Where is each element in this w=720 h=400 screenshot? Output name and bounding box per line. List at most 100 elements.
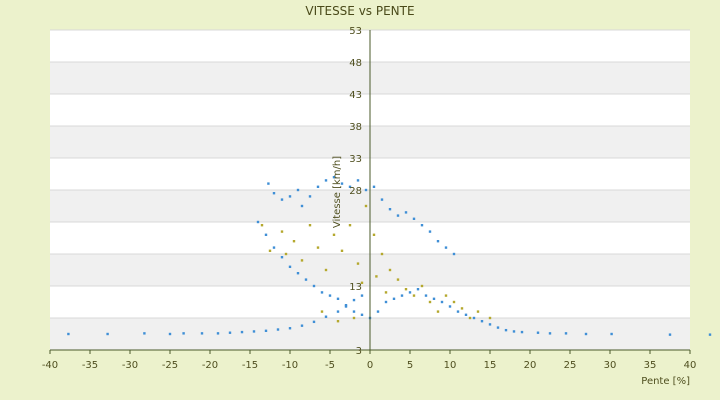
data-point <box>360 281 364 284</box>
x-tick-label: 30 <box>604 360 617 371</box>
data-points <box>67 176 712 336</box>
x-tick-label: 10 <box>444 360 457 371</box>
data-point <box>448 305 452 308</box>
data-point <box>392 297 396 300</box>
data-point <box>472 316 476 320</box>
data-point <box>284 252 288 256</box>
data-point <box>308 195 312 198</box>
y-tick-label: 53 <box>349 26 362 37</box>
data-point <box>520 330 524 334</box>
x-tick-label: 0 <box>367 360 373 371</box>
data-point <box>456 310 460 313</box>
data-point <box>536 331 540 334</box>
data-point <box>444 246 448 249</box>
data-point <box>288 265 292 268</box>
data-point <box>460 307 464 310</box>
data-point <box>428 230 432 233</box>
data-point <box>280 256 284 259</box>
data-point <box>332 233 336 236</box>
data-point <box>708 333 712 336</box>
data-point <box>168 332 172 336</box>
y-tick-label: 13 <box>349 282 362 293</box>
data-point <box>356 179 360 182</box>
data-point <box>352 310 356 313</box>
data-point <box>200 332 204 335</box>
x-tick-label: 40 <box>684 360 697 371</box>
x-tick-label: -10 <box>282 360 298 371</box>
data-point <box>388 208 392 211</box>
data-point <box>344 305 348 308</box>
data-point <box>336 320 340 323</box>
data-point <box>292 240 296 243</box>
data-point <box>320 310 324 313</box>
x-tick-label: -15 <box>242 360 258 371</box>
data-point <box>228 331 232 334</box>
data-point <box>404 211 408 214</box>
data-point <box>324 268 328 272</box>
data-point <box>252 330 256 333</box>
data-point <box>424 294 428 297</box>
y-tick-label: 33 <box>349 154 362 165</box>
data-point <box>432 297 436 300</box>
chart-title: VITESSE vs PENTE <box>305 4 414 18</box>
data-point <box>352 298 356 302</box>
data-point <box>496 326 500 329</box>
data-point <box>348 185 352 188</box>
data-point <box>420 284 424 288</box>
data-point <box>440 300 444 304</box>
data-point <box>296 188 300 192</box>
data-point <box>296 272 300 275</box>
x-tick-label: 25 <box>564 360 577 371</box>
data-point <box>396 278 400 281</box>
data-point <box>668 333 672 336</box>
data-point <box>452 300 456 304</box>
data-point <box>67 332 70 336</box>
data-point <box>276 328 280 331</box>
data-point <box>360 313 364 316</box>
data-point <box>420 224 424 227</box>
x-tick-labels: -40 -35 -30 -25 -20 -15 -10 -5 0 5 10 15 20 25 30 35 40 <box>42 350 697 371</box>
x-tick-label: -25 <box>162 360 178 371</box>
data-point <box>380 252 384 256</box>
data-point <box>280 198 284 201</box>
data-point <box>356 262 360 265</box>
data-point <box>512 330 516 333</box>
data-point <box>428 300 432 304</box>
data-point <box>375 275 378 278</box>
data-point <box>464 313 468 316</box>
data-point <box>340 182 344 185</box>
data-point <box>324 315 328 318</box>
data-point <box>300 259 304 262</box>
x-tick-label: -40 <box>42 360 58 371</box>
data-point <box>436 240 440 243</box>
data-point <box>260 224 264 227</box>
data-point <box>564 332 568 335</box>
data-point <box>452 252 456 256</box>
data-point <box>364 188 368 192</box>
data-point <box>372 233 376 236</box>
data-point <box>328 294 332 297</box>
x-tick-label: -35 <box>82 360 98 371</box>
data-point <box>106 332 109 336</box>
data-point <box>412 217 416 220</box>
data-point <box>280 230 284 233</box>
data-point <box>324 179 328 182</box>
data-point <box>488 323 492 326</box>
x-tick-label: 5 <box>407 360 413 371</box>
data-point <box>143 332 146 335</box>
data-point <box>400 294 404 297</box>
data-point <box>584 332 588 336</box>
data-point <box>312 284 316 288</box>
data-point <box>308 224 312 227</box>
x-tick-label: -5 <box>325 360 335 371</box>
data-point <box>288 195 292 198</box>
x-tick-label: 35 <box>644 360 657 371</box>
data-point <box>384 300 388 304</box>
data-point <box>548 332 552 335</box>
data-point <box>332 176 336 179</box>
data-point <box>436 310 440 313</box>
data-point <box>300 324 304 327</box>
data-point <box>488 316 492 320</box>
data-point <box>256 220 260 224</box>
